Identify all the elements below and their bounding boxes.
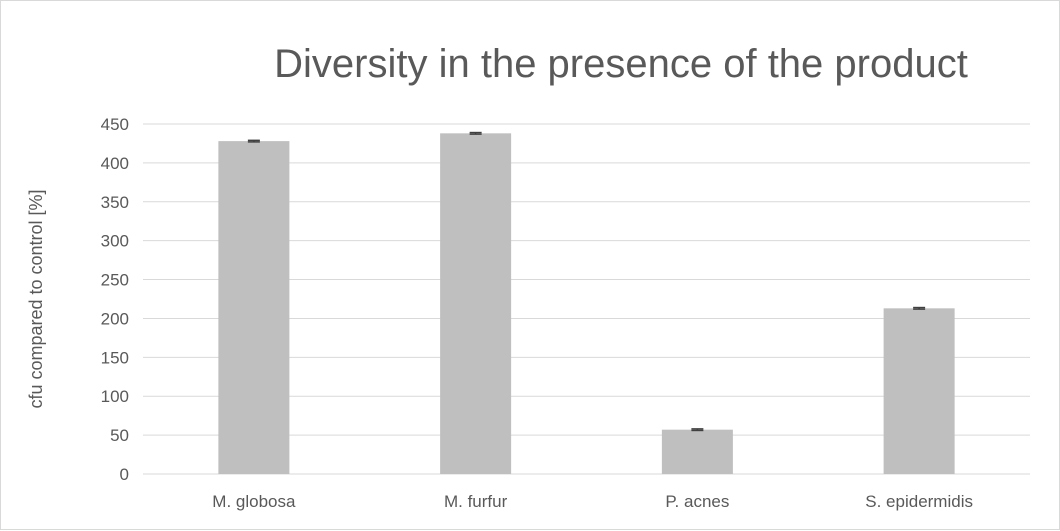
x-tick-label: S. epidermidis <box>865 492 973 511</box>
error-bar <box>247 139 260 143</box>
x-axis-ticks: M. globosa M. furfur P. acnes S. epidermidi… <box>212 492 973 511</box>
error-bar <box>691 428 704 432</box>
y-tick-label: 100 <box>101 387 129 406</box>
y-tick-label: 300 <box>101 232 129 251</box>
y-axis-ticks: 0 50 100 150 200 250 300 350 400 450 <box>101 115 129 484</box>
bars <box>218 133 955 475</box>
error-bar <box>469 131 482 135</box>
x-tick-label: M. globosa <box>212 492 296 511</box>
gridlines <box>143 123 1030 475</box>
x-tick-label: P. acnes <box>665 492 729 511</box>
bar <box>883 308 955 474</box>
y-tick-label: 350 <box>101 193 129 212</box>
bar <box>661 429 733 474</box>
error-bar <box>913 306 926 310</box>
bar <box>218 141 290 474</box>
y-tick-label: 400 <box>101 154 129 173</box>
error-bars <box>247 131 926 432</box>
y-axis-title: cfu compared to control [%] <box>26 189 46 408</box>
y-tick-label: 450 <box>101 115 129 134</box>
chart-title: Diversity in the presence of the product <box>274 42 968 86</box>
y-tick-label: 200 <box>101 309 129 328</box>
bar <box>440 133 512 475</box>
y-tick-label: 0 <box>120 465 129 484</box>
y-tick-label: 250 <box>101 271 129 290</box>
y-tick-label: 50 <box>110 426 129 445</box>
y-tick-label: 150 <box>101 348 129 367</box>
x-tick-label: M. furfur <box>444 492 508 511</box>
